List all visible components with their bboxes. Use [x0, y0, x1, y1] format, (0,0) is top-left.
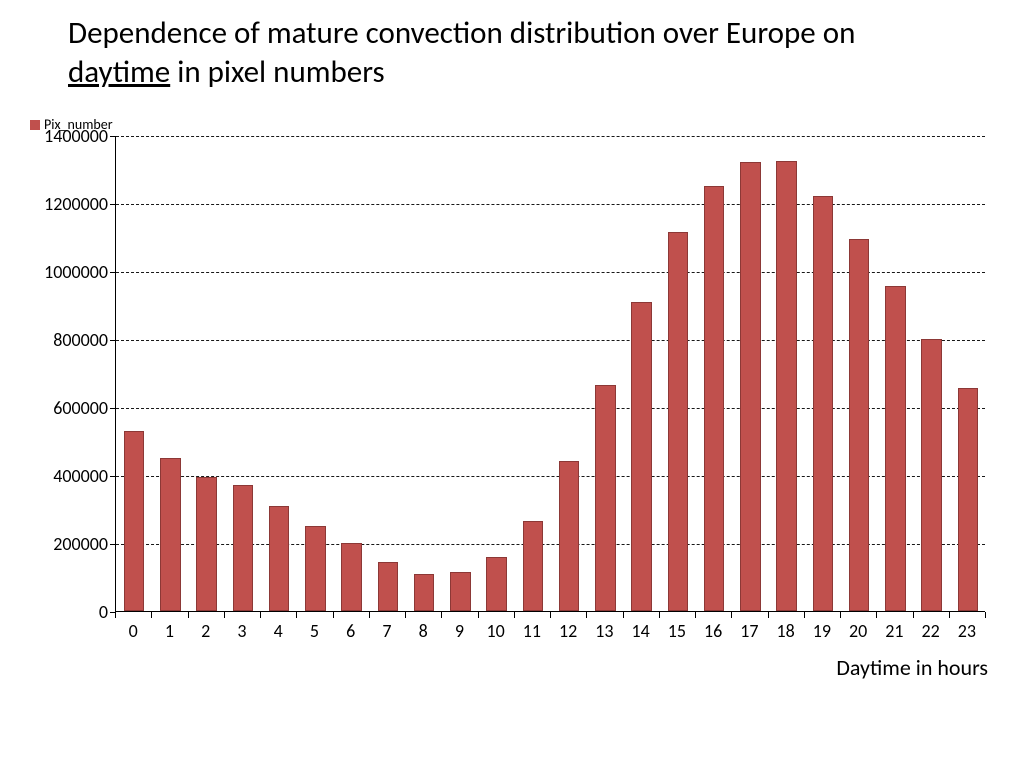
bar: [233, 485, 253, 611]
x-tick: [115, 612, 116, 618]
title-underlined: daytime: [68, 53, 170, 91]
x-tick: [731, 612, 732, 618]
bar: [523, 521, 543, 611]
title-pre: Dependence of mature convection distribu…: [68, 14, 855, 52]
x-tick: [478, 612, 479, 618]
bar: [668, 232, 688, 611]
x-axis-title: Daytime in hours: [836, 654, 988, 681]
bar: [813, 196, 833, 611]
x-axis-label: 19: [813, 620, 831, 642]
x-axis-label: 15: [668, 620, 686, 642]
x-tick: [333, 612, 334, 618]
bar-chart: 0 200000 400000 600000 800000 1000000 1200000 1…: [30, 136, 994, 676]
x-axis-label: 4: [274, 620, 283, 642]
bar: [885, 286, 905, 611]
x-axis-label: 14: [632, 620, 650, 642]
y-axis-label: 600000: [30, 397, 108, 419]
x-tick: [768, 612, 769, 618]
x-axis-label: 7: [382, 620, 391, 642]
x-tick: [369, 612, 370, 618]
y-axis-label: 0: [30, 601, 108, 623]
bar: [414, 574, 434, 611]
title-post: in pixel numbers: [170, 53, 384, 91]
bar: [341, 543, 361, 611]
x-tick: [840, 612, 841, 618]
x-tick: [550, 612, 551, 618]
bar: [776, 161, 796, 612]
x-tick: [985, 612, 986, 618]
bar: [631, 302, 651, 611]
bar: [196, 477, 216, 611]
x-tick: [913, 612, 914, 618]
x-axis-label: 16: [704, 620, 722, 642]
bar: [269, 506, 289, 611]
x-axis-label: 5: [310, 620, 319, 642]
x-tick: [659, 612, 660, 618]
x-axis-label: 9: [455, 620, 464, 642]
x-tick: [695, 612, 696, 618]
bars-container: [116, 136, 985, 611]
x-tick: [514, 612, 515, 618]
x-tick: [586, 612, 587, 618]
x-tick: [623, 612, 624, 618]
bar: [160, 458, 180, 611]
bar: [124, 431, 144, 611]
y-axis-label: 800000: [30, 329, 108, 351]
plot-area: [115, 136, 985, 612]
x-axis-label: 18: [777, 620, 795, 642]
x-axis-label: 8: [419, 620, 428, 642]
x-tick: [224, 612, 225, 618]
bar: [921, 339, 941, 611]
bar: [559, 461, 579, 611]
x-axis-label: 13: [595, 620, 613, 642]
x-axis-label: 11: [523, 620, 541, 642]
bar: [378, 562, 398, 611]
bar: [305, 526, 325, 611]
x-tick: [876, 612, 877, 618]
y-axis-label: 400000: [30, 465, 108, 487]
x-axis-label: 12: [559, 620, 577, 642]
bar: [486, 557, 506, 611]
bar: [958, 388, 978, 611]
x-tick: [804, 612, 805, 618]
x-tick: [405, 612, 406, 618]
y-axis-label: 1200000: [30, 193, 108, 215]
x-axis-label: 17: [740, 620, 758, 642]
x-axis-label: 0: [129, 620, 138, 642]
x-tick: [188, 612, 189, 618]
x-tick: [296, 612, 297, 618]
x-tick: [260, 612, 261, 618]
y-axis-label: 1400000: [30, 125, 108, 147]
bar: [704, 186, 724, 611]
bar: [595, 385, 615, 611]
y-axis-label: 1000000: [30, 261, 108, 283]
x-axis-label: 2: [201, 620, 210, 642]
x-axis-label: 20: [849, 620, 867, 642]
bar: [450, 572, 470, 611]
x-axis-label: 1: [165, 620, 174, 642]
x-axis-label: 22: [922, 620, 940, 642]
y-axis-label: 200000: [30, 533, 108, 555]
x-axis-label: 3: [237, 620, 246, 642]
bar: [849, 239, 869, 611]
x-axis-label: 23: [958, 620, 976, 642]
slide-title: Dependence of mature convection distribu…: [68, 14, 948, 92]
x-tick: [151, 612, 152, 618]
bar: [740, 162, 760, 611]
x-axis-label: 6: [346, 620, 355, 642]
x-tick: [441, 612, 442, 618]
x-axis-label: 10: [487, 620, 505, 642]
x-tick: [949, 612, 950, 618]
x-axis-label: 21: [885, 620, 903, 642]
